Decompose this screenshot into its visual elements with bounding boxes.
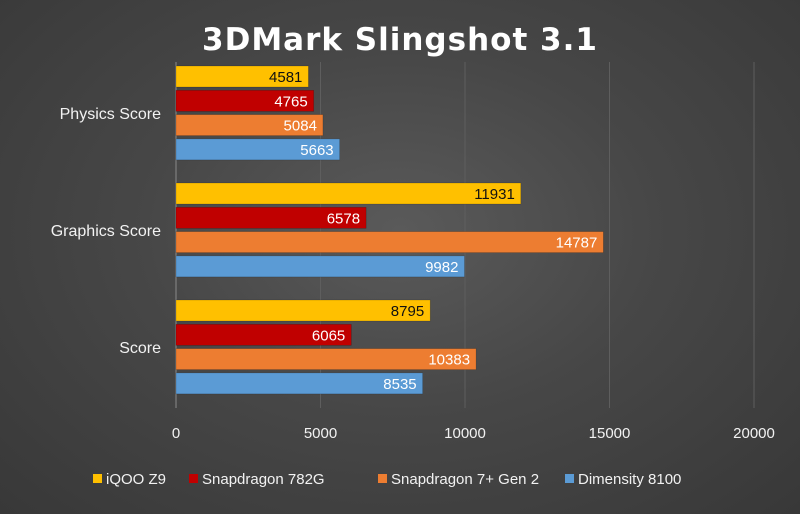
bar	[175, 299, 431, 322]
bar	[175, 323, 352, 346]
legend-label: Snapdragon 782G	[202, 471, 325, 488]
bar	[175, 372, 423, 395]
bar-value-label: 4765	[274, 93, 307, 110]
category-label: Physics Score	[60, 106, 161, 123]
bar-value-label: 6578	[327, 210, 360, 227]
bar-value-label: 11931	[474, 186, 515, 203]
legend-swatch	[93, 474, 102, 483]
bar-value-label: 6065	[312, 327, 345, 344]
bar	[175, 182, 522, 205]
bar-value-label: 8795	[391, 303, 424, 320]
bar	[175, 90, 315, 112]
x-tick-label: 0	[172, 425, 180, 442]
x-tick-label: 10000	[444, 425, 486, 442]
bar	[175, 231, 604, 253]
legend-label: iQOO Z9	[106, 471, 166, 488]
legend-swatch	[565, 474, 574, 483]
legend-label: Snapdragon 7+ Gen 2	[391, 471, 539, 488]
bar	[175, 138, 340, 161]
legend-swatch	[189, 474, 198, 483]
bar-value-label: 14787	[556, 235, 598, 252]
legend-label: Dimensity 8100	[578, 471, 681, 488]
x-tick-label: 20000	[733, 425, 775, 442]
bar	[175, 255, 465, 278]
bar-groups: 4581 4765 5084 5663 11931 6578 14787 9982 8795 60…	[175, 65, 604, 395]
legend-swatch	[378, 474, 387, 483]
x-axis-ticks: 0 5000 10000 15000 20000	[172, 425, 775, 442]
bar-value-label: 10383	[428, 352, 470, 369]
bar	[175, 114, 324, 136]
bar-value-label: 5663	[300, 142, 333, 159]
bar-value-label: 4581	[269, 69, 302, 86]
bar-value-label: 5084	[284, 118, 317, 135]
bar-value-label: 9982	[425, 259, 458, 276]
bar-value-label: 8535	[383, 376, 416, 393]
bar	[175, 65, 309, 88]
category-label: Graphics Score	[51, 223, 161, 240]
category-labels: Physics Score Graphics Score Score	[51, 106, 161, 357]
bar	[175, 207, 367, 229]
legend: iQOO Z9 Snapdragon 782G Snapdragon 7+ Gen …	[93, 471, 681, 488]
chart-title: 3DMark Slingshot 3.1	[202, 22, 598, 58]
x-tick-label: 15000	[589, 425, 631, 442]
category-label: Score	[119, 340, 161, 357]
bar	[175, 348, 477, 370]
x-tick-label: 5000	[304, 425, 337, 442]
